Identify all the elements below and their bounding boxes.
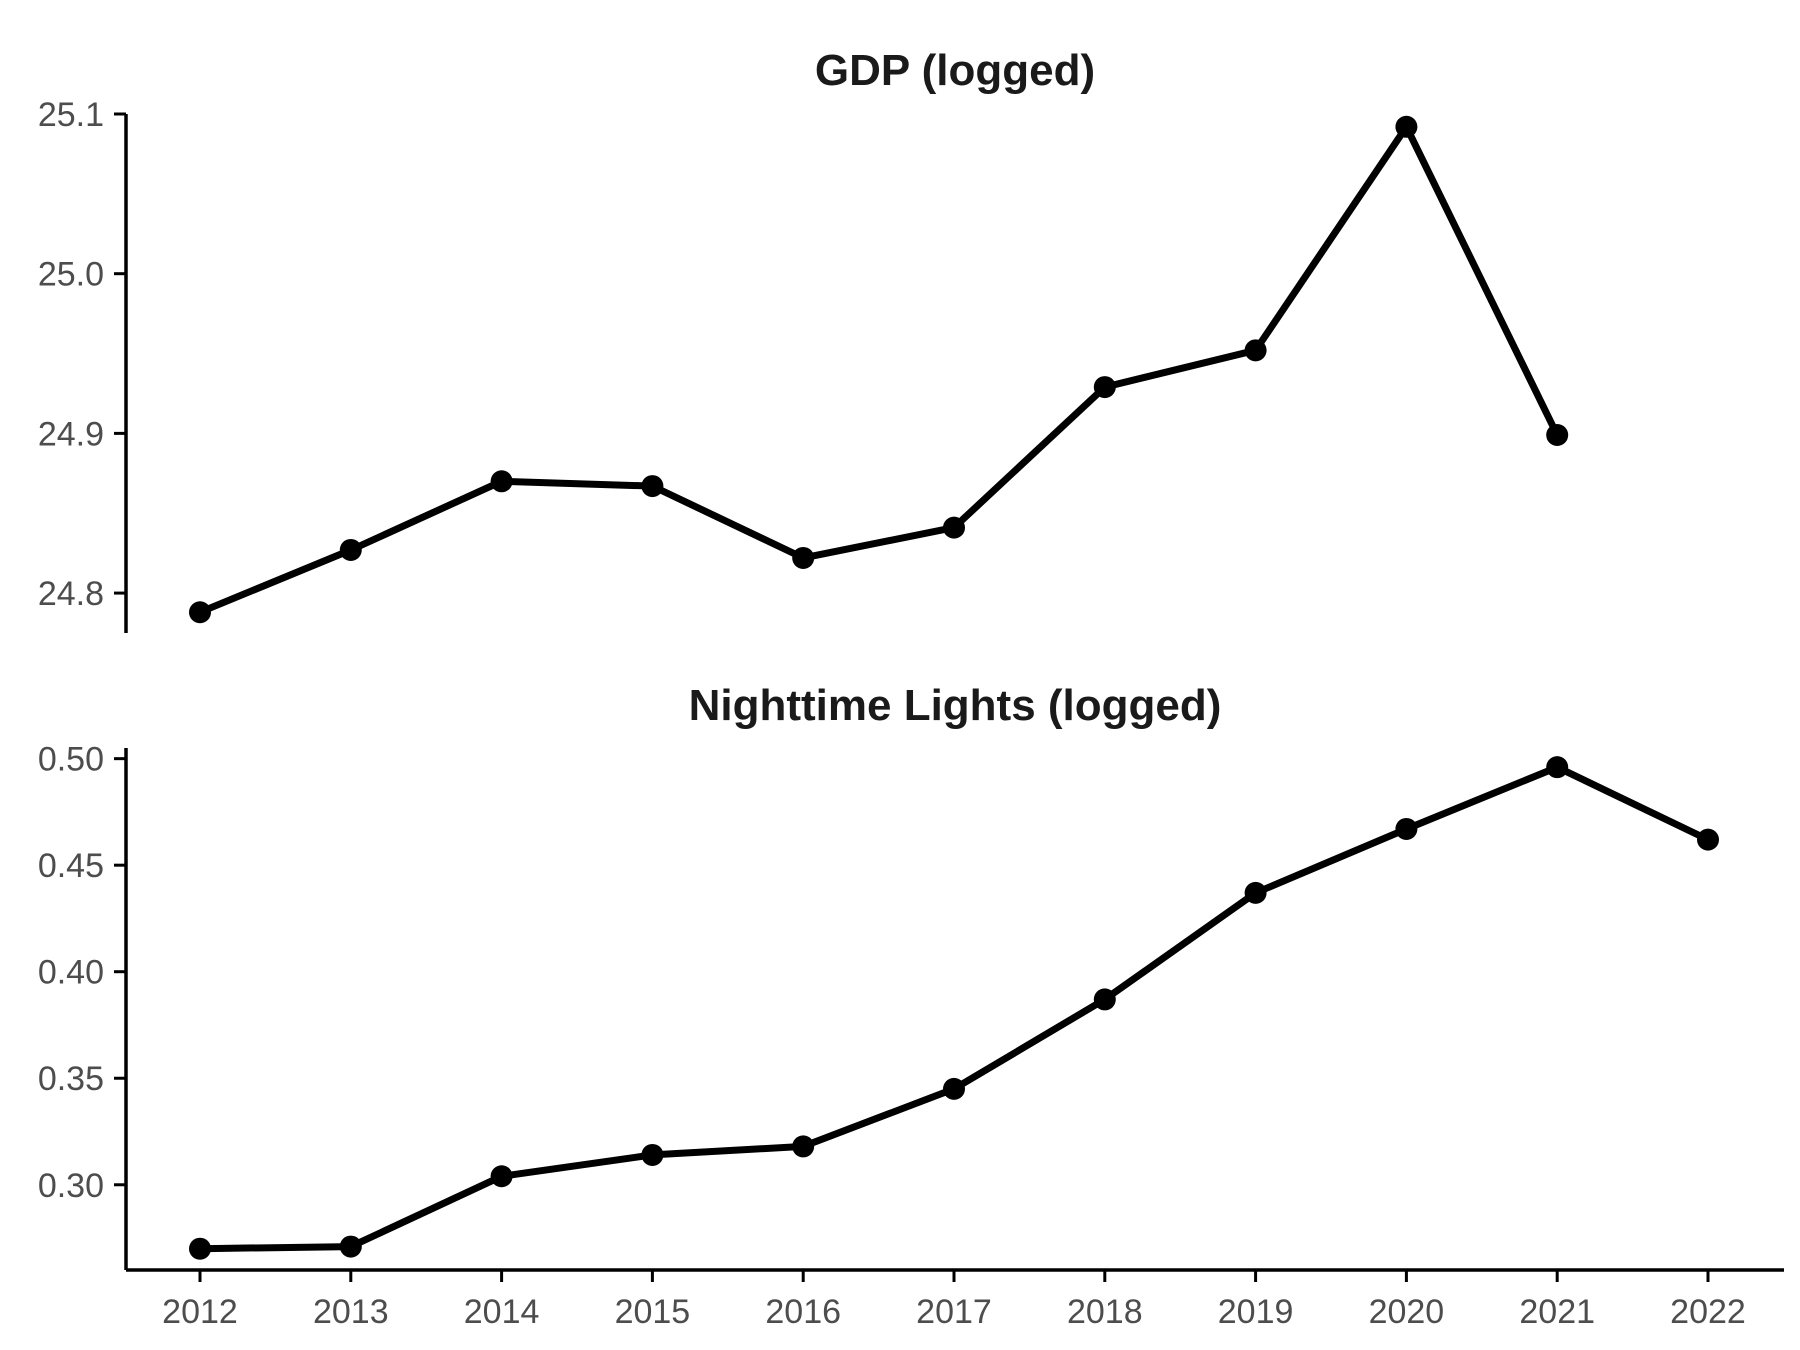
y-tick-label: 0.35 — [38, 1060, 104, 1098]
data-point — [1546, 423, 1569, 446]
x-tick-label: 2016 — [765, 1293, 841, 1331]
panel-gdp: GDP (logged) 24.8 24.9 25.0 25.1 — [38, 46, 1569, 633]
lights-axes: 0.30 0.35 0.40 0.45 0.50 2012 2013 2014 2015 2016… — [38, 741, 1784, 1331]
data-point — [1395, 115, 1418, 138]
y-tick-label: 0.30 — [38, 1167, 104, 1205]
data-point — [943, 516, 965, 539]
series-line — [196, 763, 1712, 1253]
data-point — [1244, 881, 1267, 904]
data-point — [490, 470, 513, 493]
panel-title-nighttime-lights: Nighttime Lights (logged) — [689, 681, 1222, 730]
x-tick-label: 2019 — [1218, 1293, 1294, 1331]
data-point — [339, 538, 362, 561]
panel-title-gdp: GDP (logged) — [815, 46, 1095, 95]
y-tick-label: 0.45 — [38, 847, 104, 885]
x-tick-label: 2017 — [916, 1293, 992, 1331]
data-point — [641, 1143, 664, 1166]
data-point — [1546, 756, 1569, 779]
data-point — [792, 1135, 815, 1158]
x-tick-label: 2022 — [1670, 1293, 1746, 1331]
y-tick-label: 25.0 — [38, 256, 104, 294]
x-tick-label: 2018 — [1067, 1293, 1143, 1331]
series-line — [196, 123, 1561, 616]
gdp-axes: 24.8 24.9 25.0 25.1 — [38, 96, 128, 633]
y-tick-label: 0.40 — [38, 954, 104, 992]
lights-series — [189, 756, 1719, 1260]
y-tick-label: 0.50 — [38, 741, 104, 779]
x-tick-label: 2012 — [162, 1293, 238, 1331]
x-tick-label: 2013 — [313, 1293, 389, 1331]
data-point — [1244, 339, 1267, 362]
gdp-series — [189, 115, 1569, 624]
data-point — [1093, 988, 1116, 1011]
data-point — [339, 1235, 362, 1258]
data-point — [943, 1077, 965, 1100]
data-point — [792, 546, 815, 569]
y-tick-label: 24.8 — [38, 575, 104, 613]
data-point — [641, 475, 664, 498]
x-tick-label: 2020 — [1369, 1293, 1445, 1331]
data-point — [1395, 817, 1418, 840]
data-point — [189, 1237, 211, 1260]
x-tick-label: 2015 — [615, 1293, 691, 1331]
panel-nighttime-lights: Nighttime Lights (logged) 0.300.350.400.… — [38, 681, 1784, 1331]
x-tick-label: 2021 — [1519, 1293, 1595, 1331]
y-tick-label: 24.9 — [38, 415, 104, 453]
data-point — [1093, 376, 1116, 399]
data-point — [490, 1165, 513, 1188]
y-tick-label: 25.1 — [38, 96, 104, 134]
data-point — [189, 601, 211, 624]
data-point — [1697, 828, 1719, 851]
x-tick-label: 2014 — [464, 1293, 540, 1331]
